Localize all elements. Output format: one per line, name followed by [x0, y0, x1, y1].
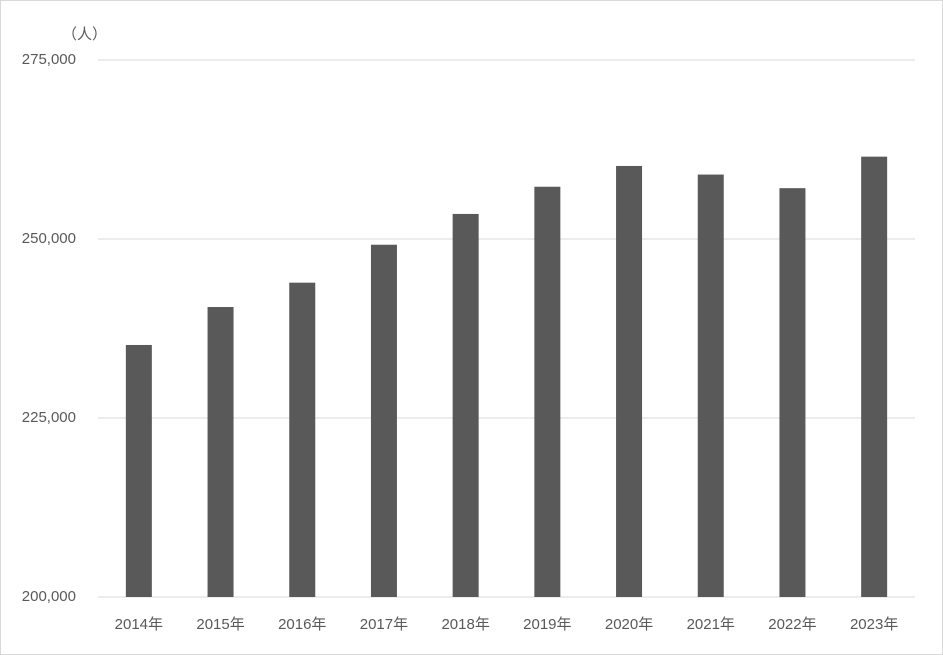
bar [452, 213, 479, 597]
x-tick-label: 2019年 [523, 616, 571, 633]
bar [534, 186, 561, 597]
x-tick-label: 2020年 [605, 616, 653, 633]
x-tick-label: 2016年 [278, 616, 326, 633]
x-tick-label: 2018年 [441, 616, 489, 633]
y-tick-label: 275,000 [22, 51, 76, 68]
bar [697, 174, 724, 597]
y-tick-label: 250,000 [22, 230, 76, 247]
bar [616, 165, 643, 597]
x-tick-label: 2017年 [360, 616, 408, 633]
y-tick-label: 200,000 [22, 588, 76, 605]
x-tick-label: 2014年 [115, 616, 163, 633]
bar [861, 156, 888, 597]
bar [125, 344, 152, 597]
bar [207, 307, 234, 597]
y-tick-label: 225,000 [22, 409, 76, 426]
x-tick-label: 2021年 [687, 616, 735, 633]
bar [779, 188, 806, 597]
y-axis-label: （人） [62, 26, 107, 43]
bar [289, 282, 316, 597]
x-tick-label: 2015年 [196, 616, 244, 633]
x-tick-label: 2022年 [768, 616, 816, 633]
bar [370, 244, 397, 597]
x-tick-label: 2023年 [850, 616, 898, 633]
